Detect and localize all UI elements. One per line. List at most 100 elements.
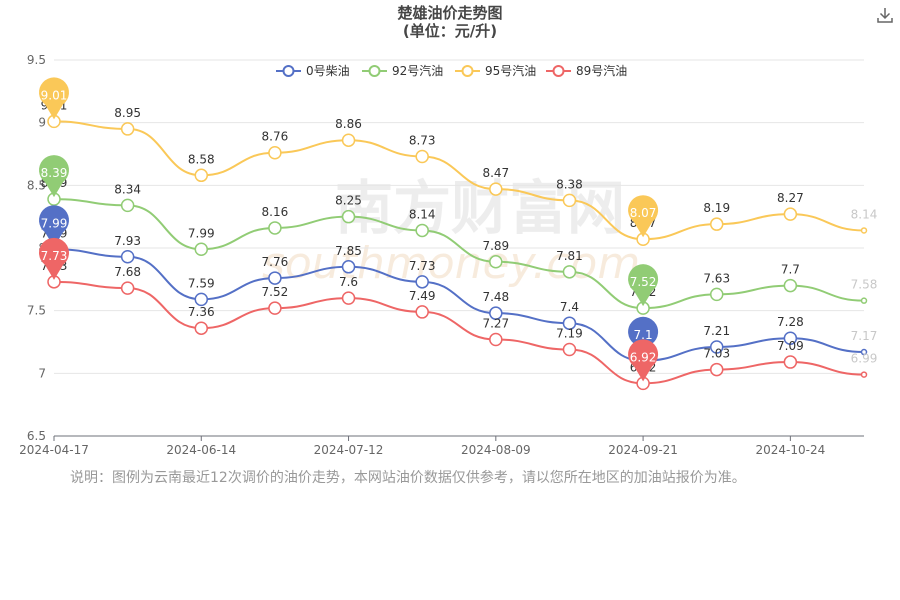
legend-item[interactable]: 0号柴油 [276, 64, 350, 78]
data-label: 7.4 [560, 300, 579, 314]
data-label: 8.86 [335, 117, 362, 131]
data-point[interactable] [341, 260, 356, 274]
pin-label: 6.92 [630, 350, 657, 364]
data-label: 7.63 [703, 271, 730, 285]
pin-label: 7.73 [41, 249, 68, 263]
data-point[interactable] [415, 275, 429, 289]
data-label: 7.93 [114, 234, 141, 248]
data-point[interactable] [860, 227, 868, 234]
pin-shape [628, 339, 659, 382]
y-tick-label: 8.5 [27, 178, 46, 192]
data-label: 8.76 [262, 130, 289, 144]
data-label: 7.48 [482, 290, 509, 304]
download-icon[interactable] [876, 6, 894, 24]
data-label: 8.38 [556, 177, 583, 191]
chart-title-block: 楚雄油价走势图 (单位：元/升) [0, 4, 900, 40]
data-label: 6.99 [851, 352, 878, 366]
data-label: 7.76 [262, 255, 289, 269]
data-point[interactable] [194, 242, 209, 257]
grid [54, 59, 864, 374]
data-label: 7.36 [188, 305, 215, 319]
data-point[interactable] [562, 316, 577, 330]
data-label: 8.16 [262, 205, 289, 219]
pin-shape [628, 195, 659, 238]
pin-shape [39, 205, 70, 248]
extreme-pin: 7.73 [39, 237, 70, 280]
legend-item[interactable]: 89号汽油 [546, 63, 627, 78]
x-tick-label: 2024-06-14 [166, 443, 236, 457]
data-point[interactable] [489, 255, 503, 269]
extreme-pin: 7.1 [628, 316, 659, 359]
data-point[interactable] [489, 182, 503, 196]
data-point[interactable] [341, 209, 356, 224]
series-points [47, 114, 868, 391]
data-point[interactable] [415, 149, 429, 164]
extreme-pin: 8.07 [628, 195, 659, 238]
extreme-pin: 9.01 [39, 77, 70, 120]
data-point[interactable] [709, 287, 724, 302]
data-point[interactable] [120, 281, 135, 295]
data-point[interactable] [194, 168, 209, 183]
data-point[interactable] [415, 305, 429, 319]
legend-item[interactable]: 92号汽油 [362, 63, 443, 78]
data-label: 7.52 [262, 285, 289, 299]
data-point[interactable] [120, 198, 135, 213]
data-point[interactable] [194, 321, 209, 335]
data-label: 7.68 [114, 265, 141, 279]
data-point[interactable] [709, 340, 724, 354]
data-point[interactable] [709, 362, 724, 377]
pin-label: 8.39 [41, 166, 68, 180]
data-label: 7.09 [777, 339, 804, 353]
legend-item[interactable]: 95号汽油 [455, 63, 536, 78]
extreme-markers: 7.99 7.1 8.39 7.52 9.01 8.07 7.73 6.92 [39, 77, 659, 382]
data-label: 7.03 [703, 347, 730, 361]
data-label: 7.28 [777, 315, 804, 329]
data-label: 8.95 [114, 106, 141, 120]
data-point[interactable] [268, 301, 282, 315]
data-point[interactable] [860, 371, 868, 378]
data-point[interactable] [120, 122, 135, 136]
data-point[interactable] [783, 331, 798, 345]
data-label: 8.47 [482, 166, 509, 180]
data-point[interactable] [489, 332, 503, 347]
data-label: 7.19 [556, 327, 583, 341]
y-tick-label: 7 [38, 366, 46, 380]
data-label: 7.81 [556, 249, 583, 263]
data-point[interactable] [860, 297, 868, 304]
pin-shape [628, 264, 659, 307]
y-tick-label: 9 [38, 116, 46, 130]
data-point[interactable] [783, 207, 798, 221]
data-point[interactable] [562, 265, 577, 279]
data-point[interactable] [562, 342, 577, 357]
data-point[interactable] [783, 278, 798, 293]
data-point[interactable] [415, 223, 429, 238]
data-point[interactable] [341, 133, 356, 147]
data-label: 7.21 [703, 324, 730, 338]
chart-subtitle: (单位：元/升) [402, 22, 498, 40]
data-point[interactable] [489, 306, 503, 320]
chart-title: 楚雄油价走势图 [397, 4, 503, 22]
extreme-pin: 6.92 [628, 339, 659, 382]
data-label: 7.89 [482, 239, 509, 253]
note-text: 说明：图例为云南最近12次调价的油价走势，本网站油价数据仅供参考，请以您所在地区… [70, 470, 746, 486]
data-point[interactable] [194, 292, 209, 307]
pin-label: 9.01 [41, 88, 68, 102]
data-point[interactable] [860, 348, 868, 356]
data-point[interactable] [268, 145, 282, 160]
data-point[interactable] [709, 217, 724, 231]
extreme-pin: 7.99 [39, 205, 70, 248]
legend-marker [368, 65, 381, 77]
pin-label: 7.99 [41, 216, 68, 230]
data-label: 7.7 [781, 263, 800, 277]
data-point[interactable] [268, 221, 282, 235]
data-label: 7.6 [339, 275, 358, 289]
data-label: 7.17 [851, 329, 878, 343]
legend[interactable]: 0号柴油 92号汽油 95号汽油 89号汽油 [276, 63, 627, 78]
data-point[interactable] [120, 250, 135, 264]
data-label: 8.73 [409, 134, 436, 148]
data-point[interactable] [341, 291, 356, 305]
data-point[interactable] [783, 355, 798, 369]
data-point[interactable] [562, 193, 577, 208]
data-point[interactable] [268, 271, 282, 285]
